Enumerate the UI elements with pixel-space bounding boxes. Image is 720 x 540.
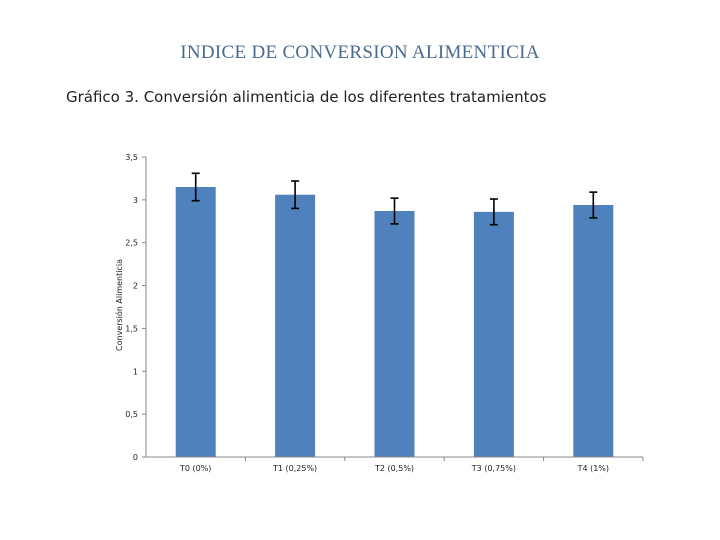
y-tick-label: 1,5 bbox=[125, 324, 138, 333]
y-axis-label: Conversión Alimenticia bbox=[114, 259, 124, 351]
x-tick-label: T4 (1%) bbox=[577, 464, 609, 473]
bar bbox=[573, 205, 614, 457]
chart-title: Gráfico 3. Conversión alimenticia de los… bbox=[66, 88, 547, 106]
bar bbox=[374, 211, 415, 457]
x-tick-label: T2 (0,5%) bbox=[374, 464, 414, 473]
y-tick-label: 1 bbox=[133, 367, 138, 376]
slide-title: INDICE DE CONVERSION ALIMENTICIA bbox=[180, 42, 540, 63]
x-tick-label: T1 (0,25%) bbox=[272, 464, 317, 473]
bar bbox=[275, 194, 316, 457]
x-tick-label: T3 (0,75%) bbox=[471, 464, 516, 473]
y-tick-label: 3 bbox=[133, 196, 138, 205]
x-tick-label: T0 (0%) bbox=[179, 464, 211, 473]
bar bbox=[473, 211, 514, 457]
y-tick-label: 0,5 bbox=[125, 410, 138, 419]
y-tick-label: 2,5 bbox=[125, 239, 138, 248]
bar bbox=[175, 187, 216, 457]
y-tick-label: 0 bbox=[133, 453, 138, 462]
y-tick-label: 2 bbox=[133, 282, 138, 291]
y-tick-label: 3,5 bbox=[125, 153, 138, 162]
